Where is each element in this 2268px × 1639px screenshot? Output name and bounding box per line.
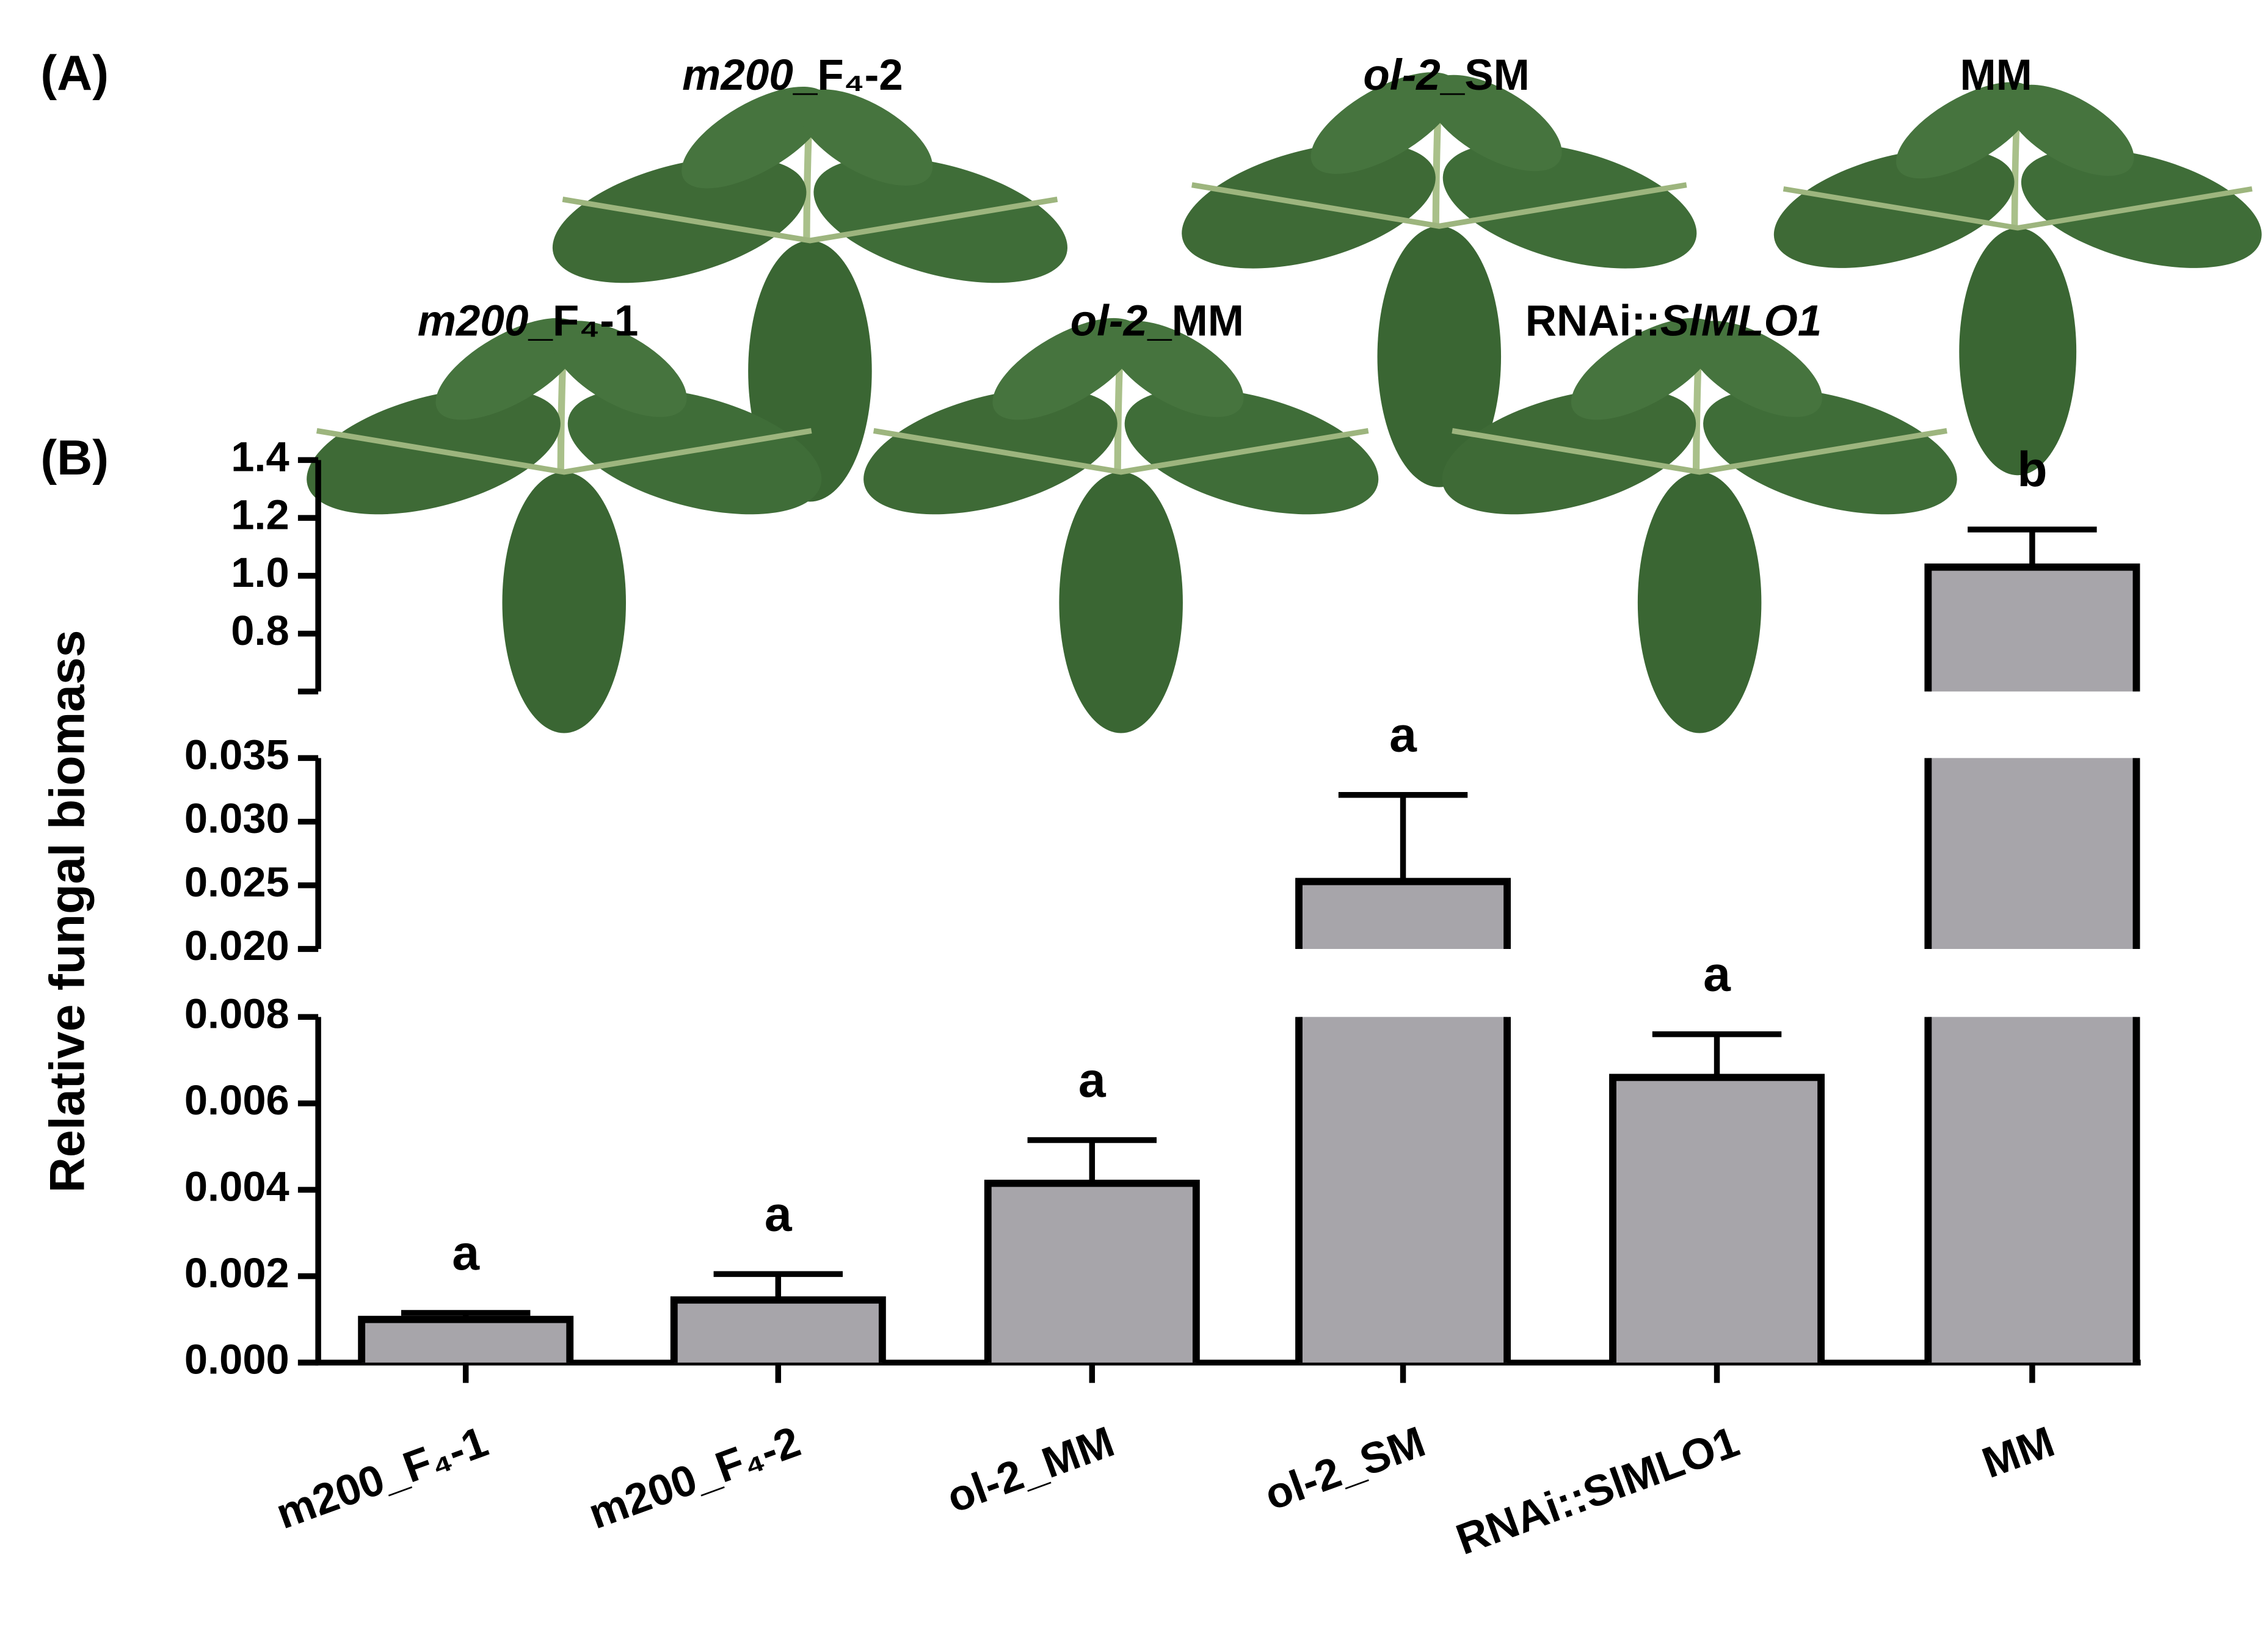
x-tick-label: RNAi::SlMLO1: [1450, 1417, 1745, 1564]
y-tick-label: 0.006: [184, 1077, 289, 1124]
significance-letter: a: [1078, 1053, 1107, 1108]
y-axis-title: Relative fungal biomass: [40, 630, 95, 1193]
significance-letter: a: [1703, 947, 1731, 1002]
y-tick-label: 0.020: [184, 922, 289, 969]
leaf-label-part: m200: [418, 297, 529, 346]
leaf-label: m200_F₄-1: [418, 297, 639, 346]
bar: [1613, 1077, 1822, 1363]
error-bar: [1338, 792, 1468, 882]
leaf-photo: [850, 298, 1392, 733]
significance-letter: a: [1389, 708, 1417, 763]
bar: [674, 1299, 882, 1363]
bar: [362, 1319, 570, 1363]
leaf-label-part: ol-2: [1070, 297, 1147, 346]
error-bar: [401, 1310, 531, 1320]
x-tick-label: MM: [1976, 1417, 2060, 1488]
bar: [1299, 1017, 1508, 1363]
leaf-label-part: MM: [1960, 51, 2032, 100]
leaf-label-part: RNAi::: [1525, 297, 1660, 346]
x-tick-label: m200_F₄-2: [583, 1417, 807, 1538]
bar-outline: [1924, 758, 2140, 949]
significance-letter: b: [2017, 442, 2047, 497]
x-tick-label: m200_F₄-1: [270, 1417, 494, 1538]
leaf-label: RNAi::SlMLO1: [1525, 297, 1822, 346]
y-tick-label: 0.025: [184, 859, 289, 906]
error-bar: [1652, 1031, 1782, 1078]
y-tick-label: 0.000: [184, 1336, 289, 1383]
bar-outline: [1924, 1017, 2140, 1363]
bar: [1928, 758, 2137, 949]
bar: [1928, 1017, 2137, 1363]
y-tick-label: 0.002: [184, 1249, 289, 1296]
y-tick-label: 0.004: [184, 1163, 289, 1210]
significance-letter: a: [452, 1226, 480, 1281]
leaf-label: MM: [1960, 51, 2032, 100]
x-tick-label: ol-2_SM: [1259, 1417, 1431, 1519]
leaf-label-part: _F₄-2: [793, 51, 903, 100]
y-tick-label: 1.2: [231, 491, 289, 538]
bar-outline: [1295, 1017, 1511, 1363]
leaf-label-part: ol-2: [1363, 51, 1440, 100]
bar-outline: [984, 1179, 1200, 1363]
bar: [1928, 567, 2137, 692]
bar: [1299, 881, 1508, 949]
panel-label: (A): [40, 46, 109, 101]
x-tick-label: ol-2_MM: [941, 1417, 1121, 1522]
error-bar: [1027, 1137, 1157, 1183]
significance-letter: a: [765, 1187, 793, 1241]
panel-label: (B): [40, 431, 109, 485]
y-tick-label: 0.030: [184, 795, 289, 842]
leaf-label: ol-2_MM: [1070, 297, 1244, 346]
bar: [987, 1183, 1196, 1363]
y-tick-label: 1.0: [231, 549, 289, 596]
leaf-label-part: m200: [682, 51, 793, 100]
y-tick-label: 0.008: [184, 990, 289, 1037]
error-bar: [713, 1271, 843, 1300]
error-bar: [1968, 526, 2097, 567]
leaf-label-part: _SM: [1440, 51, 1530, 100]
y-tick-label: 0.8: [231, 607, 289, 654]
leaf-label-part: _F₄-1: [528, 297, 638, 346]
leaf-label-part: _MM: [1147, 297, 1244, 346]
leaf-photo: [1429, 298, 1971, 733]
leaf-label: m200_F₄-2: [682, 51, 903, 100]
y-tick-label: 0.035: [184, 731, 289, 778]
leaf-label: ol-2_SM: [1363, 51, 1529, 100]
leaf-label-part: SlMLO1: [1660, 297, 1822, 346]
y-tick-label: 1.4: [231, 434, 289, 481]
